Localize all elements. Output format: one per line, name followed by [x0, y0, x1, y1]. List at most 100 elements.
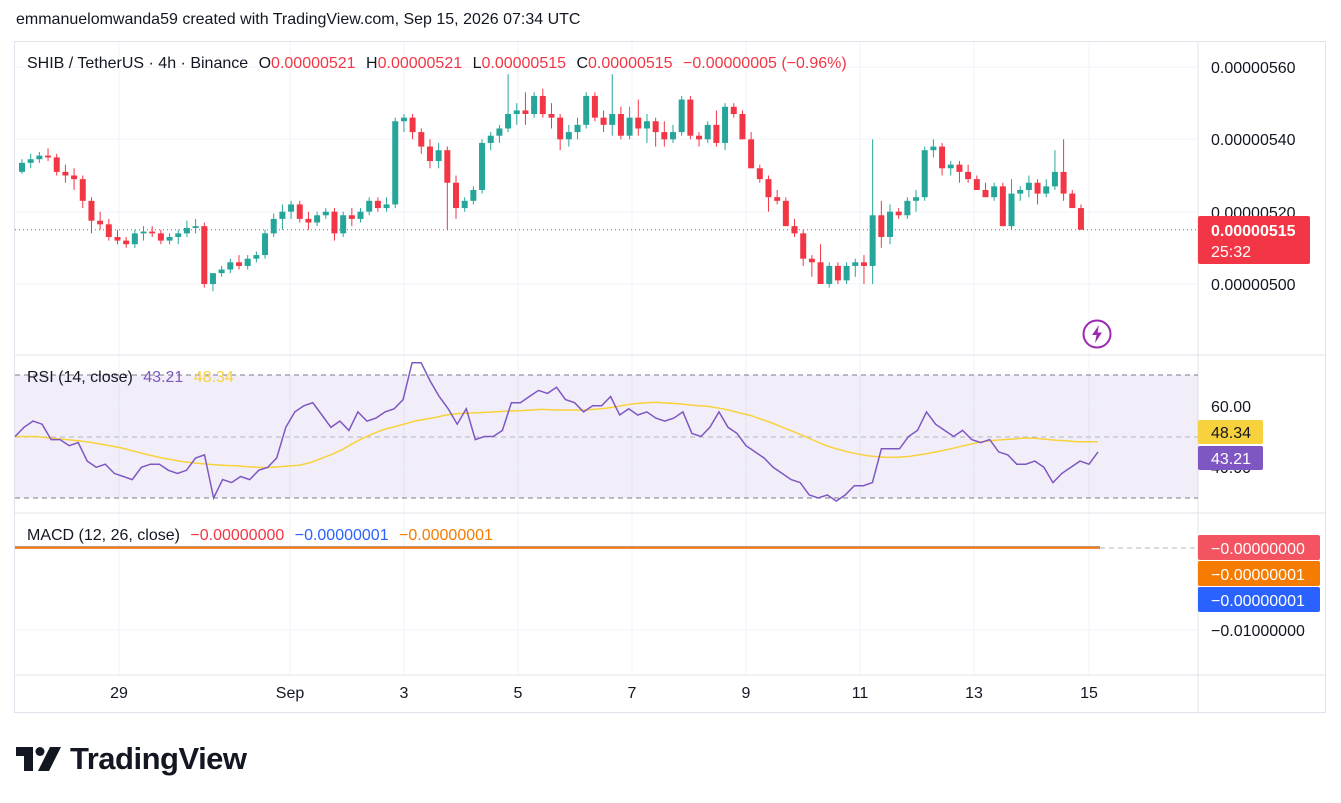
tradingview-wordmark: TradingView	[70, 741, 247, 776]
candle	[704, 121, 711, 143]
candle-body	[557, 117, 564, 140]
rsi-indicator-name[interactable]: RSI (14, close)	[27, 369, 133, 386]
price-legend[interactable]: SHIB / TetherUS · 4h · Binance O0.000005…	[27, 55, 847, 73]
candle-body	[696, 135, 703, 140]
tradingview-logo[interactable]: TradingView	[16, 741, 247, 777]
candle	[19, 159, 25, 174]
candle	[904, 197, 911, 219]
candle	[201, 222, 208, 288]
candle-body	[392, 121, 399, 205]
candle-body	[314, 215, 321, 223]
candle-body	[192, 226, 199, 228]
candle-body	[1043, 186, 1050, 194]
time-axis-label: 9	[742, 685, 751, 702]
candle	[1069, 189, 1076, 209]
time-axis[interactable]: 29 Sep 3 5 7 9 11 13 15	[110, 685, 1098, 702]
close-value: 0.00000515	[588, 55, 673, 72]
candle-body	[826, 265, 833, 284]
candle	[36, 151, 43, 163]
candle	[1034, 179, 1041, 205]
candle	[687, 95, 694, 140]
candle-body	[453, 182, 459, 209]
candle	[374, 197, 381, 212]
candle	[305, 211, 312, 230]
candle-body	[288, 204, 295, 212]
candle	[730, 103, 737, 118]
candle-body	[956, 164, 963, 172]
candle	[244, 255, 251, 270]
candle-body	[626, 117, 633, 136]
candle	[1008, 179, 1015, 230]
candle-body	[1008, 193, 1015, 227]
candle	[999, 182, 1006, 227]
candle	[982, 182, 989, 198]
candle	[678, 95, 685, 136]
candle-body	[756, 168, 763, 180]
candle	[1025, 175, 1032, 198]
candle	[609, 74, 616, 136]
macd-legend[interactable]: MACD (12, 26, close) −0.00000000 −0.0000…	[27, 527, 493, 545]
candle	[860, 255, 867, 284]
candle	[27, 153, 34, 169]
candle	[913, 189, 920, 212]
candle-body	[739, 114, 746, 140]
candle	[713, 110, 720, 147]
candle-body	[722, 106, 729, 143]
candle	[583, 92, 590, 129]
macd-legend-value: −0.00000000	[190, 527, 285, 544]
time-axis-label: 29	[110, 685, 128, 702]
candle	[722, 103, 729, 151]
candle	[565, 124, 572, 147]
candle-body	[774, 197, 781, 201]
candle	[296, 200, 303, 223]
candle-body	[730, 106, 737, 115]
macd-indicator-name[interactable]: MACD (12, 26, close)	[27, 527, 180, 544]
candlestick-series[interactable]	[19, 74, 1084, 292]
candle	[192, 218, 199, 234]
candle	[557, 114, 564, 151]
candle-body	[939, 146, 946, 169]
high-value: 0.00000521	[377, 55, 463, 72]
candle-body	[296, 204, 303, 219]
price-axis-label: 0.00000560	[1211, 60, 1296, 77]
candle-body	[79, 179, 86, 201]
rsi-legend[interactable]: RSI (14, close) 43.21 48.34	[27, 369, 234, 387]
candle	[921, 146, 928, 201]
tradingview-logo-icon	[16, 747, 61, 771]
candle-body	[209, 273, 216, 284]
candle-body	[808, 258, 815, 263]
candle	[965, 164, 972, 183]
candle	[834, 262, 841, 284]
candle	[175, 229, 182, 245]
time-axis-label: 7	[628, 685, 637, 702]
candle-body	[331, 211, 338, 234]
candle-body	[505, 114, 512, 129]
symbol-label[interactable]: SHIB / TetherUS · 4h · Binance	[27, 55, 249, 72]
candle	[123, 236, 130, 248]
candle	[887, 204, 893, 245]
candle	[227, 258, 234, 274]
candle-body	[140, 231, 147, 234]
rsi-line[interactable]	[14, 361, 1099, 503]
candle-body	[53, 157, 60, 172]
rsi-ma-line[interactable]	[15, 401, 1098, 469]
candle	[1017, 186, 1024, 201]
lightning-icon[interactable]	[1082, 319, 1112, 349]
candle	[79, 175, 86, 209]
high-label: H	[366, 55, 378, 72]
candle	[331, 208, 338, 241]
candle	[1043, 179, 1050, 198]
candle	[895, 208, 902, 219]
candle	[1077, 204, 1084, 230]
candle-body	[895, 211, 902, 216]
last-price-badge: 0.00000515 25:32	[1198, 216, 1310, 264]
candle-body	[1069, 193, 1076, 209]
candle-body	[383, 204, 390, 209]
price-axis-label: 0.00000540	[1211, 132, 1296, 149]
candle	[1060, 139, 1067, 201]
candle	[453, 175, 459, 219]
candle-body	[114, 236, 121, 241]
candle	[574, 117, 581, 140]
candle-body	[479, 142, 486, 190]
